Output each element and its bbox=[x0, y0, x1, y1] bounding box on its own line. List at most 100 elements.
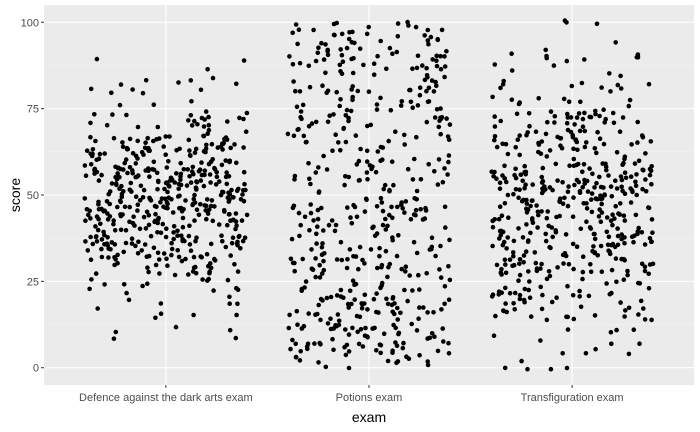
data-point bbox=[187, 223, 192, 229]
data-point bbox=[359, 306, 365, 311]
data-point bbox=[559, 145, 565, 151]
data-point bbox=[414, 250, 420, 256]
data-point bbox=[506, 215, 511, 220]
data-point bbox=[629, 142, 634, 147]
data-point bbox=[377, 253, 382, 259]
data-point bbox=[123, 240, 129, 246]
data-point bbox=[362, 209, 368, 214]
data-point bbox=[569, 83, 575, 89]
data-point bbox=[299, 116, 304, 122]
data-point bbox=[235, 301, 240, 307]
data-point bbox=[423, 205, 428, 211]
data-point bbox=[588, 197, 594, 202]
data-point bbox=[434, 63, 440, 69]
data-point bbox=[525, 130, 530, 135]
data-point bbox=[308, 181, 313, 187]
data-point bbox=[402, 132, 407, 138]
data-point bbox=[438, 66, 444, 72]
data-point bbox=[365, 177, 370, 182]
data-point bbox=[431, 89, 437, 94]
data-point bbox=[366, 89, 372, 94]
data-point bbox=[498, 270, 504, 276]
data-point bbox=[580, 124, 586, 129]
data-point bbox=[426, 85, 432, 91]
data-point bbox=[118, 82, 124, 87]
data-point bbox=[631, 327, 637, 333]
data-point bbox=[111, 336, 117, 342]
data-point bbox=[289, 236, 295, 242]
data-point bbox=[544, 215, 550, 221]
data-point bbox=[599, 201, 604, 207]
data-point bbox=[597, 174, 602, 180]
data-point bbox=[548, 366, 554, 372]
data-point bbox=[446, 340, 451, 346]
data-point bbox=[235, 269, 241, 274]
data-point bbox=[632, 161, 638, 166]
data-point bbox=[230, 194, 236, 200]
data-point bbox=[207, 172, 213, 177]
data-point bbox=[598, 219, 604, 224]
data-point bbox=[502, 257, 508, 263]
data-point bbox=[355, 329, 361, 335]
data-point bbox=[179, 233, 184, 238]
data-point bbox=[203, 208, 208, 213]
data-point bbox=[594, 180, 599, 186]
data-point bbox=[218, 192, 224, 198]
data-point bbox=[183, 198, 188, 203]
data-point bbox=[364, 148, 370, 154]
data-point bbox=[133, 194, 139, 199]
data-point bbox=[614, 186, 620, 191]
data-point bbox=[615, 233, 621, 239]
data-point bbox=[318, 296, 324, 302]
data-point bbox=[512, 290, 518, 296]
data-point bbox=[398, 310, 403, 316]
data-point bbox=[349, 40, 355, 45]
data-point bbox=[244, 212, 250, 218]
data-point bbox=[193, 238, 198, 244]
data-point bbox=[244, 110, 250, 116]
data-point bbox=[504, 246, 509, 251]
data-point bbox=[364, 197, 369, 203]
data-point bbox=[208, 241, 214, 247]
data-point bbox=[540, 165, 546, 171]
data-point bbox=[412, 156, 417, 162]
data-point bbox=[618, 73, 623, 79]
data-point bbox=[124, 145, 130, 151]
data-point bbox=[88, 216, 93, 221]
data-point bbox=[436, 157, 442, 162]
data-point bbox=[111, 221, 116, 227]
data-point bbox=[446, 153, 452, 158]
data-point bbox=[178, 171, 184, 177]
data-point bbox=[186, 272, 191, 277]
data-point bbox=[327, 113, 333, 118]
data-point bbox=[370, 225, 375, 231]
data-point bbox=[130, 151, 136, 156]
data-point bbox=[137, 198, 143, 203]
data-point bbox=[394, 343, 400, 349]
data-point bbox=[379, 283, 385, 288]
data-point bbox=[434, 107, 440, 112]
data-point bbox=[146, 269, 151, 275]
data-point bbox=[238, 246, 243, 251]
data-point bbox=[99, 172, 104, 178]
data-point bbox=[93, 224, 98, 229]
data-point bbox=[146, 166, 151, 171]
data-point bbox=[96, 178, 102, 183]
data-point bbox=[568, 115, 574, 120]
data-point bbox=[292, 268, 298, 274]
data-point bbox=[121, 249, 126, 255]
data-point bbox=[354, 214, 360, 220]
x-axis-ticks: Defence against the dark arts exam Potion… bbox=[79, 385, 624, 404]
data-point bbox=[83, 239, 88, 244]
data-point bbox=[581, 201, 586, 206]
data-point bbox=[646, 205, 652, 211]
data-point bbox=[188, 248, 194, 253]
data-point bbox=[416, 316, 421, 322]
data-point bbox=[646, 81, 652, 87]
data-point bbox=[320, 241, 325, 246]
data-point bbox=[432, 115, 438, 120]
data-point bbox=[94, 56, 100, 62]
data-point bbox=[348, 108, 354, 114]
data-point bbox=[225, 222, 230, 228]
data-point bbox=[375, 149, 381, 154]
